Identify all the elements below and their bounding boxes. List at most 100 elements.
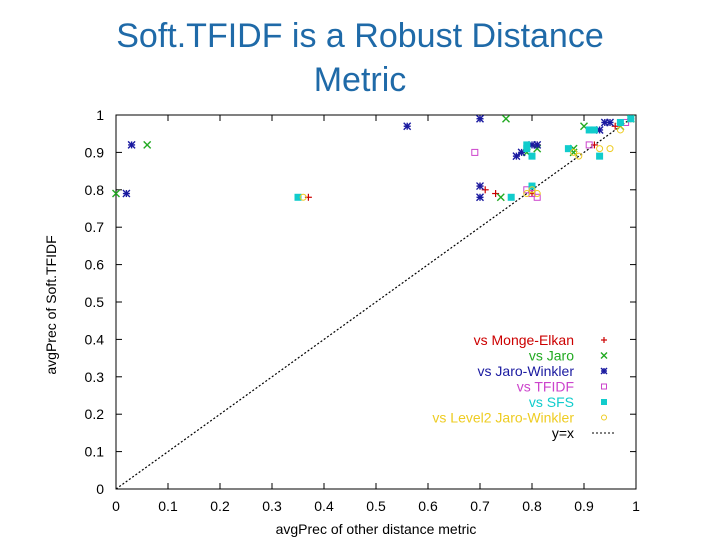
legend-label-vs-monge-elkan: vs Monge-Elkan	[474, 332, 574, 348]
marker-stroke	[580, 122, 588, 131]
legend-label-vs-level2-jaro-winkler: vs Level2 Jaro-Winkler	[432, 410, 574, 426]
marker-shape	[601, 414, 607, 421]
legend-label-y-equals-x: y=x	[552, 425, 574, 441]
data-point-vs-tfidf	[528, 190, 536, 198]
data-point-vs-sfs	[528, 152, 536, 160]
y-tick-label: 0.9	[85, 144, 105, 160]
marker-stroke	[606, 118, 614, 127]
x-tick-label: 0.2	[210, 498, 230, 514]
data-point-vs-sfs	[590, 126, 598, 134]
data-point-vs-level2-jaro-winkler	[523, 190, 531, 198]
y-tick-label: 0.2	[85, 406, 105, 422]
y-tick-label: 0.8	[85, 182, 105, 198]
marker-shape	[528, 152, 536, 160]
x-tick-label: 0.8	[522, 498, 542, 514]
data-point-vs-sfs	[564, 145, 572, 153]
data-point-vs-jaro	[502, 114, 510, 123]
marker-shape	[570, 148, 578, 156]
marker-shape	[533, 193, 541, 201]
y-tick-label: 0	[96, 481, 104, 497]
marker-stroke	[496, 193, 505, 202]
marker-shape	[523, 190, 531, 198]
marker-shape	[528, 186, 536, 194]
data-point-vs-jaro-winkler	[512, 152, 521, 161]
marker-shape	[601, 383, 607, 390]
marker-shape	[627, 115, 635, 123]
x-tick-label: 0.6	[418, 498, 438, 514]
y-tick-label: 0.3	[85, 369, 105, 385]
data-point-vs-level2-jaro-winkler	[299, 193, 307, 201]
x-tick-label: 0.1	[158, 498, 178, 514]
marker-shape	[533, 190, 541, 198]
x-tick-label: 0.5	[366, 498, 386, 514]
x-axis-label: avgPrec of other distance metric	[276, 521, 477, 537]
legend-label-vs-jaro: vs Jaro	[529, 348, 574, 364]
data-point-vs-jaro-winkler	[476, 114, 484, 123]
chart-axes: 0 0.1 0.2 0.3 0.4 0.5 0.6 0.7 0.8 0.9 1 0 0.1 0.2 0.3 0…	[85, 107, 641, 514]
slide-title-line-1: Soft.TFIDF is a Robust Distance	[116, 17, 604, 55]
marker-stroke	[112, 189, 120, 198]
y-tick-label: 0.5	[85, 294, 105, 310]
marker-stroke	[403, 122, 412, 131]
y-tick-label: 1	[96, 107, 104, 123]
x-tick-label: 0.9	[574, 498, 594, 514]
reference-line-y-equals-x	[115, 114, 637, 490]
marker-shape	[585, 141, 593, 149]
data-point-vs-tfidf	[471, 148, 479, 156]
data-point-vs-level2-jaro-winkler	[575, 152, 583, 160]
y-tick-label: 0.7	[85, 219, 105, 235]
data-point-vs-tfidf	[585, 141, 593, 149]
y-axis-label: avgPrec of Soft.TFIDF	[43, 235, 59, 374]
data-point-vs-sfs	[507, 193, 515, 201]
marker-shape	[523, 186, 531, 194]
marker-shape	[590, 126, 598, 134]
marker-stroke	[143, 140, 152, 149]
data-point-vs-level2-jaro-winkler	[596, 145, 604, 153]
data-point-vs-sfs	[627, 115, 635, 123]
marker-shape	[585, 126, 593, 134]
marker-shape	[294, 193, 302, 201]
marker-stroke	[502, 114, 510, 123]
marker-stroke	[476, 114, 484, 123]
data-point-vs-jaro-winkler	[122, 189, 131, 198]
data-point-vs-jaro	[496, 193, 505, 202]
data-point-vs-sfs	[596, 152, 604, 160]
x-tick-label: 1	[632, 498, 640, 514]
data-point-vs-sfs	[585, 126, 593, 134]
marker-shape	[564, 145, 572, 153]
marker-shape	[471, 148, 479, 156]
data-point-vs-jaro-winkler	[127, 140, 136, 149]
marker-stroke	[122, 189, 131, 198]
data-point-vs-level2-jaro-winkler	[570, 148, 578, 156]
data-point-vs-monge-elkan	[481, 186, 489, 194]
data-point-vs-level2-jaro-winkler	[528, 186, 536, 194]
data-point-vs-jaro-winkler	[476, 193, 484, 202]
y-tick-label: 0.4	[85, 331, 105, 347]
marker-shape	[299, 193, 307, 201]
marker-shape	[616, 118, 624, 126]
marker-stroke	[476, 182, 484, 191]
data-point-vs-jaro-winkler	[476, 182, 484, 191]
y-tick-label: 0.6	[85, 257, 105, 273]
data-point-vs-jaro-winkler	[403, 122, 412, 131]
marker-stroke	[533, 140, 542, 149]
data-point-vs-monge-elkan	[492, 190, 500, 198]
marker-stroke	[127, 140, 136, 149]
marker-shape	[528, 190, 536, 198]
marker-shape	[596, 152, 604, 160]
data-point-vs-tfidf	[533, 193, 541, 201]
data-point-vs-jaro	[143, 140, 152, 149]
legend-marker-vs-jaro-winkler	[600, 367, 608, 375]
marker-shape	[523, 145, 531, 153]
marker-stroke	[476, 193, 484, 202]
legend-marker-vs-monge-elkan	[601, 337, 607, 343]
marker-shape	[606, 145, 614, 153]
data-point-vs-tfidf	[523, 186, 531, 194]
marker-shape	[507, 193, 515, 201]
marker-stroke	[512, 152, 521, 161]
legend-marker-vs-level2-jaro-winkler	[601, 414, 607, 421]
data-point-vs-sfs	[523, 141, 531, 149]
legend-marker-vs-jaro	[600, 352, 608, 359]
